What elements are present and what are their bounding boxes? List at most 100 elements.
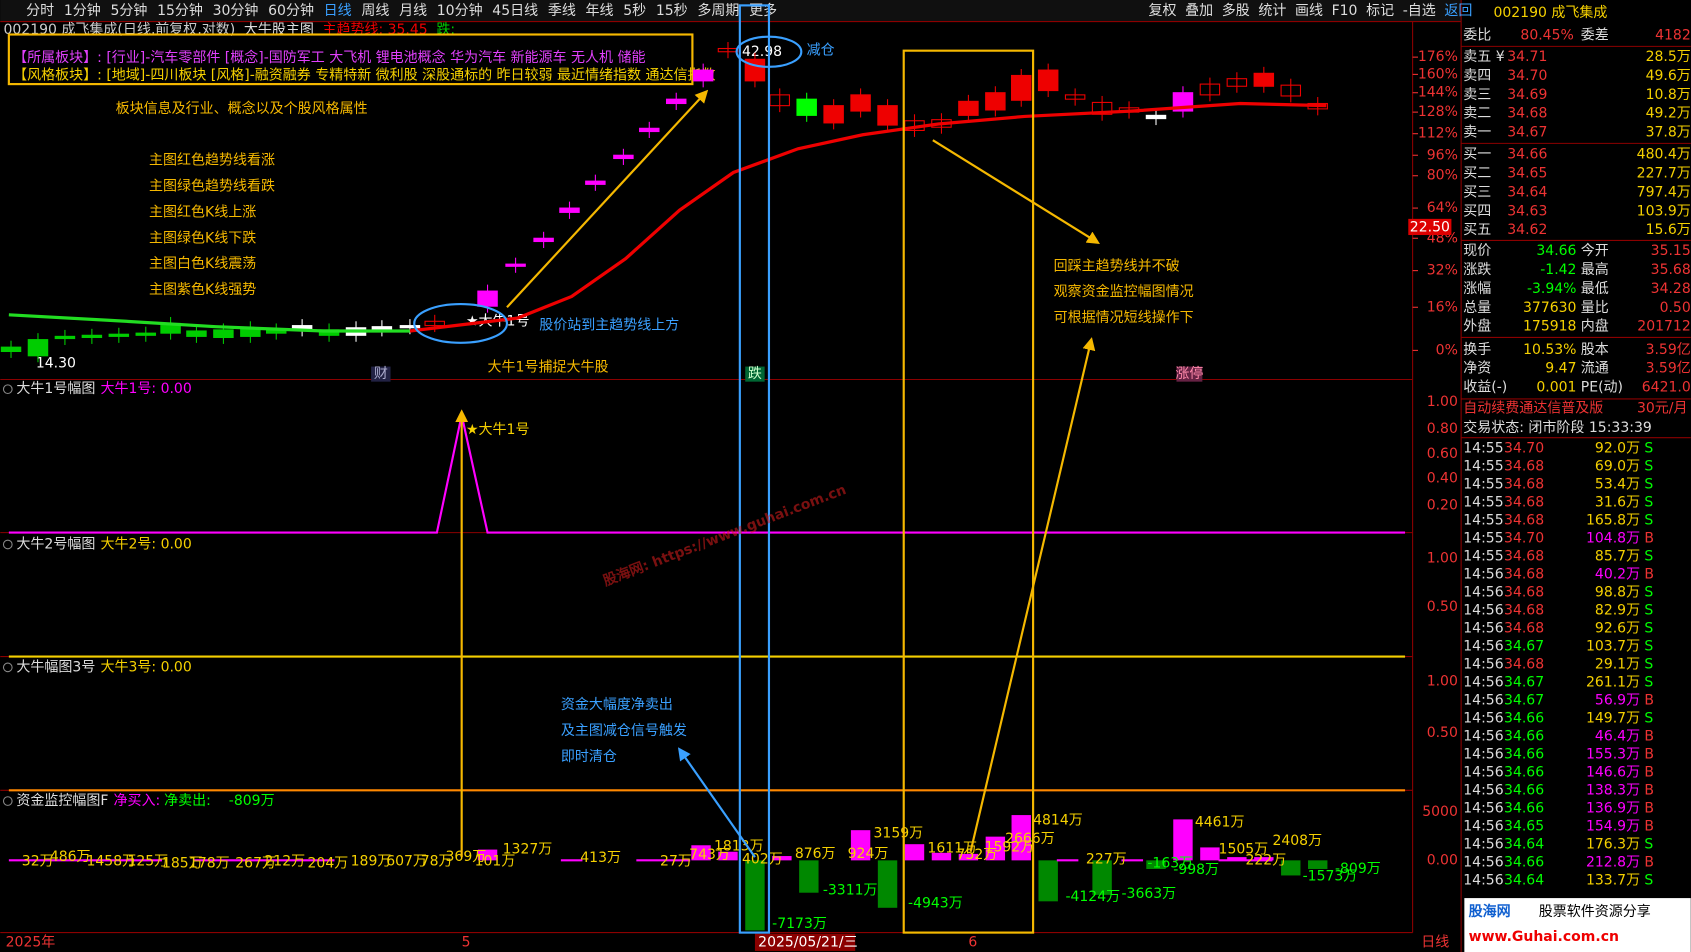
annotation: 股价站到主趋势线上方 (539, 318, 679, 334)
flow-label: 101万 (475, 853, 516, 869)
highlight-ellipse (735, 35, 803, 68)
flow-label: 204万 (308, 856, 349, 872)
period-tab[interactable]: 15秒 (656, 3, 688, 19)
trade-side: B (1644, 747, 1654, 763)
flow-bar (799, 860, 819, 893)
trade-volume: 165.8万 (1586, 513, 1640, 529)
flow-label: 1592万 (985, 839, 1035, 855)
quote-label: 买一 (1463, 147, 1491, 163)
period-tab[interactable]: 15分钟 (157, 2, 203, 19)
period-tab[interactable]: 多周期 (697, 2, 739, 19)
trade-side: S (1644, 549, 1653, 565)
trade-volume: 40.2万 (1595, 567, 1640, 583)
quote-label: 股本 (1581, 342, 1609, 358)
trade-price: 34.68 (1504, 567, 1544, 583)
marker-bg (745, 366, 765, 382)
toolbar-button[interactable]: 复权 (1148, 2, 1176, 19)
candle (81, 334, 103, 338)
period-tab[interactable]: 30分钟 (213, 2, 259, 19)
arrow (932, 139, 1100, 244)
flow-label: 743万 (689, 847, 730, 863)
candle (399, 325, 421, 329)
flow-bar (1281, 860, 1301, 876)
toolbar-button[interactable]: F10 (1332, 3, 1358, 19)
trade-time: 14:56 (1463, 693, 1503, 709)
toolbar-button[interactable]: 标记 (1366, 3, 1394, 19)
trade-price: 34.68 (1504, 477, 1544, 493)
period-tab[interactable]: 5分钟 (110, 2, 147, 19)
period-tab[interactable]: 年线 (586, 3, 614, 19)
period-tab[interactable]: 日线 (324, 3, 352, 19)
quote-label: 最高 (1581, 261, 1609, 278)
quote-label: 委差 (1581, 28, 1609, 44)
arrow (677, 747, 756, 858)
toolbar-button[interactable]: -自选 (1403, 3, 1436, 19)
trade-volume: 82.9万 (1595, 603, 1640, 619)
quote-label: 换手 (1463, 341, 1491, 358)
toolbar-button[interactable]: 多股 (1222, 2, 1250, 19)
flow-label: 369万 (446, 849, 487, 865)
quote-amount: 49.2万 (1646, 106, 1691, 122)
flow-bar (1173, 819, 1193, 861)
toolbar-button[interactable]: 画线 (1295, 3, 1323, 19)
period-tab[interactable]: 周线 (361, 3, 389, 19)
axis-label: 0% (1436, 342, 1458, 358)
quote-amount: 10.8万 (1646, 87, 1691, 103)
header-text: 主趋势线: 35.45 (322, 22, 427, 38)
toolbar-button[interactable]: 统计 (1258, 3, 1286, 19)
period-tab[interactable]: 月线 (399, 3, 427, 19)
flow-label: -4943万 (908, 895, 963, 911)
period-tab[interactable]: 5秒 (623, 3, 646, 19)
period-tab[interactable]: 10分钟 (437, 2, 483, 19)
quote-amount: 103.9万 (1637, 203, 1691, 219)
flow-label: -809万 (1335, 861, 1381, 877)
trade-price: 34.66 (1504, 747, 1544, 763)
axis-label: 112% (1418, 126, 1458, 142)
period-tab[interactable]: 1分钟 (64, 2, 101, 19)
logo-bg (1464, 898, 1691, 952)
trade-price: 34.65 (1504, 819, 1544, 835)
trade-side: B (1644, 567, 1654, 583)
flow-label: 4461万 (1195, 815, 1245, 831)
quote-value: 6421.0 (1642, 380, 1691, 396)
ad-text[interactable]: 自动续费通达信普及版 (1463, 400, 1603, 417)
axis-label: 0.00 (1427, 852, 1458, 868)
quote-label: 涨跌 (1463, 262, 1491, 278)
candle (1064, 94, 1086, 100)
annotation: 主图绿色K线下跌 (149, 229, 256, 246)
toolbar-button[interactable]: 返回 (1444, 3, 1472, 19)
trade-time: 14:56 (1463, 855, 1503, 871)
period-tab[interactable]: 60分钟 (268, 2, 314, 19)
flow-label: 178万 (189, 856, 230, 872)
candle (505, 263, 526, 267)
highlight-box (738, 4, 771, 934)
period-tab[interactable]: 分时 (26, 3, 54, 19)
price-tag: 22.50 (1410, 219, 1450, 235)
price-tag-bg (1408, 218, 1452, 236)
trade-price: 34.66 (1504, 765, 1544, 781)
quote-label: 量比 (1581, 300, 1609, 316)
trade-price: 34.68 (1504, 657, 1544, 673)
event-marker: 跌 (748, 366, 762, 382)
x-axis-label: 日线 (1421, 934, 1449, 950)
quote-label: 卖三 (1463, 87, 1491, 103)
trade-price: 34.66 (1504, 855, 1544, 871)
quote-value: 34.67 (1507, 125, 1547, 141)
quote-title: 002190 成飞集成 (1493, 4, 1607, 21)
quote-amount: 15.6万 (1646, 222, 1691, 238)
ad-text[interactable]: 30元/月 (1637, 401, 1688, 417)
x-axis-label: 5 (462, 934, 471, 950)
quote-value: 34.65 (1507, 166, 1547, 182)
period-tab[interactable]: 45日线 (492, 3, 538, 19)
trade-volume: 92.0万 (1595, 441, 1640, 457)
low-label: 14.30 (36, 355, 76, 371)
axis-label: 80% (1427, 168, 1458, 184)
flow-bar (718, 851, 738, 861)
trade-time: 14:56 (1463, 765, 1503, 781)
trade-time: 14:56 (1463, 621, 1503, 637)
toolbar-button[interactable]: 叠加 (1185, 3, 1213, 19)
flow-label: 1611万 (927, 840, 977, 856)
flow-label: 876万 (795, 846, 836, 862)
flow-bar (985, 836, 1006, 861)
period-tab[interactable]: 季线 (548, 3, 576, 19)
